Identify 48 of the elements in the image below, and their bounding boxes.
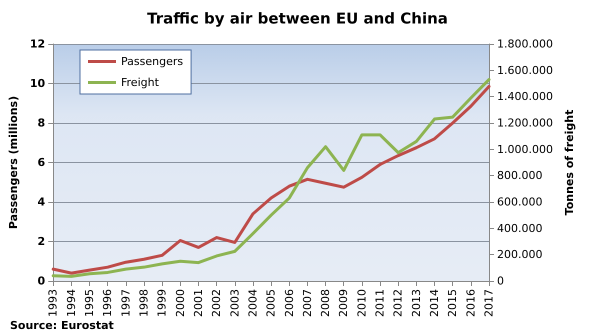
y-tick-label: 0: [38, 274, 46, 288]
y2-tick-label: 1.000.000: [497, 142, 553, 156]
y2-tick-label: 0: [497, 274, 504, 288]
chart-title: Traffic by air between EU and China: [147, 10, 448, 28]
y2-tick-label: 200.000: [497, 248, 542, 262]
y-tick-label: 4: [38, 196, 46, 208]
x-tick-label: 2015: [446, 289, 460, 317]
y2-axis-title: Tonnes of freight: [562, 110, 576, 216]
y2-tick-label: 1.600.000: [497, 64, 553, 77]
x-tick-label: 2011: [374, 289, 387, 317]
y-tick-label: 10: [30, 77, 46, 90]
x-tick-label: 2017: [482, 289, 496, 317]
x-tick-label: 2002: [210, 289, 224, 317]
source-note: Source: Eurostat: [10, 319, 114, 332]
x-tick-label: 2004: [246, 289, 260, 317]
y2-tick-label: 600.000: [497, 196, 542, 208]
y-tick-label: 2: [38, 235, 46, 248]
y2-tick-label: 800.000: [497, 169, 542, 182]
x-tick-label: 2014: [428, 289, 442, 317]
x-tick-label: 2013: [410, 289, 423, 317]
y2-tick-label: 1.400.000: [497, 90, 553, 104]
y2-tick-label: 1.200.000: [497, 116, 553, 130]
x-tick-label: 2009: [337, 289, 350, 317]
y-tick-label: 12: [30, 38, 46, 50]
x-tick-label: 1993: [46, 289, 60, 317]
x-tick-label: 2008: [319, 289, 332, 317]
x-tick-label: 1996: [101, 289, 114, 317]
x-tick-label: 2000: [174, 289, 187, 317]
legend-label: Passengers: [121, 55, 184, 68]
x-tick-label: 2003: [228, 289, 242, 317]
x-tick-label: 2006: [282, 289, 296, 317]
x-tick-label: 2010: [355, 289, 368, 317]
x-tick-label: 1997: [119, 289, 132, 317]
y2-tick-label: 1.800.000: [497, 38, 553, 50]
legend-label: Freight: [121, 76, 160, 89]
x-tick-label: 2016: [464, 289, 478, 317]
y-tick-label: 6: [38, 156, 46, 169]
x-tick-label: 1995: [83, 289, 96, 317]
y2-tick-label: 400.000: [497, 222, 542, 235]
y-axis-title: Passengers (millions): [7, 96, 20, 230]
x-tick-label: 2007: [300, 289, 314, 317]
x-tick-label: 2005: [264, 289, 278, 317]
x-tick-label: 1994: [64, 289, 78, 317]
x-tick-label: 1999: [156, 289, 169, 317]
x-tick-label: 2012: [392, 289, 405, 317]
x-tick-label: 1998: [138, 289, 150, 317]
y-tick-label: 8: [38, 116, 46, 130]
x-tick-label: 2001: [192, 289, 205, 317]
